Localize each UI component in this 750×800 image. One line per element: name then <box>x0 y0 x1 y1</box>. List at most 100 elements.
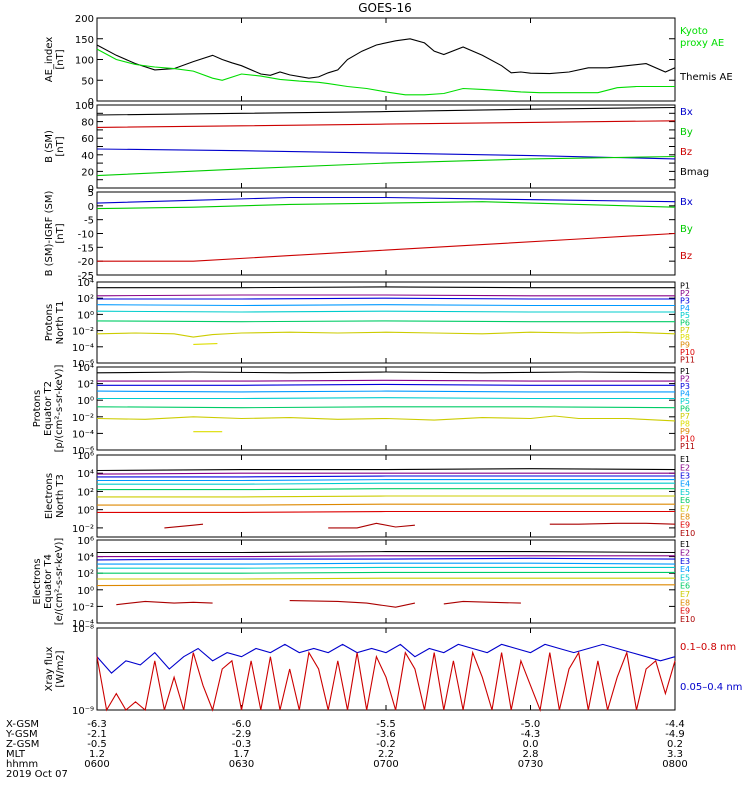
axis-row-value: 0730 <box>518 759 543 770</box>
y-tick-label: 10⁻⁸ <box>72 624 94 635</box>
time-axis: X-GSM -6.3 -6.0 -5.5 -5.0 -4.4 Y-GSM -2.1 -2.9 -3… <box>5 719 688 780</box>
series-line-3 <box>96 148 676 160</box>
axis-row-value: -6.3 <box>87 719 107 730</box>
y-axis-label: Protons <box>32 390 43 427</box>
series-line-9 <box>116 600 213 606</box>
series-line-8 <box>97 503 675 506</box>
y-tick-label: 0 <box>88 97 94 108</box>
y-tick-label: 40 <box>81 151 94 162</box>
legend-item: E3 <box>680 557 690 566</box>
series-line-7 <box>97 577 675 580</box>
series-line-1 <box>96 643 676 674</box>
legend-item: E7 <box>680 504 690 513</box>
y-tick-label: 10⁴ <box>77 553 94 564</box>
y-axis-label: AE_index <box>44 37 55 83</box>
axis-row-value: -0.5 <box>87 739 107 750</box>
y-tick-label: 10⁰ <box>77 310 94 321</box>
series-line-4 <box>96 304 675 307</box>
y-tick-label: 0 <box>88 184 94 195</box>
panel-4: 10⁻⁶ 10⁻⁴ 10⁻² 10⁰ 10² 10⁴ Protons North T1 P1P2… <box>44 278 695 370</box>
y-tick-label: 10⁻² <box>72 524 94 535</box>
legend-item: E10 <box>680 615 695 624</box>
series-line-1 <box>97 551 676 554</box>
y-tick-label: 10⁻² <box>72 602 94 613</box>
y-tick-label: 10⁻² <box>72 327 94 338</box>
legend-item: Bx <box>680 107 693 118</box>
series-line-6 <box>97 571 675 574</box>
series-line-2 <box>96 48 675 96</box>
legend-item: E1 <box>680 540 690 549</box>
series-line-9 <box>97 510 675 513</box>
y-tick-label: 60 <box>81 134 94 145</box>
y-tick-label: 50 <box>81 76 94 87</box>
series-line-6 <box>97 488 675 491</box>
legend-item: P3 <box>680 296 690 305</box>
y-tick-label: -25 <box>78 271 94 282</box>
legend-item: P1 <box>680 282 690 291</box>
axis-row-label: Y-GSM <box>5 729 38 740</box>
y-axis-label: [W/m2] <box>55 650 66 687</box>
legend-item: P4 <box>680 304 690 313</box>
legend-item: E5 <box>680 488 690 497</box>
y-tick-label: 10⁻⁴ <box>72 429 94 440</box>
panel-frame <box>96 281 676 364</box>
axis-row-value: 0600 <box>84 759 109 770</box>
legend-item: P5 <box>680 311 690 320</box>
panel-2: 0 20 40 60 80 100 B (SM) [nT] Bx By Bz Bmag <box>44 101 709 195</box>
series-line-1 <box>96 371 676 374</box>
y-tick-label: 0 <box>88 202 94 213</box>
y-tick-label: -5 <box>84 216 94 227</box>
series-line-1 <box>96 106 676 116</box>
legend-item: Bz <box>680 147 692 158</box>
y-axis-label: [nT] <box>55 49 66 69</box>
y-axis-label: [nT] <box>55 223 66 243</box>
series-line-2 <box>96 120 676 128</box>
y-tick-label: 150 <box>75 35 94 46</box>
axis-row-value: -4.9 <box>665 729 685 740</box>
series-line-10 <box>289 600 416 608</box>
series-line-2 <box>96 650 676 713</box>
series-line-1 <box>96 468 676 472</box>
axis-row-value: 0.2 <box>667 739 683 750</box>
series-line-11 <box>443 600 521 605</box>
legend-item: E9 <box>680 607 690 616</box>
legend-item: E9 <box>680 521 690 530</box>
legend-item: E7 <box>680 590 690 599</box>
y-axis-label: Protons <box>44 304 55 341</box>
y-tick-label: 80 <box>81 118 94 129</box>
axis-row-value: 1.7 <box>234 749 250 760</box>
y-tick-label: -15 <box>78 243 94 254</box>
legend-item: P9 <box>680 427 690 436</box>
series-line-4 <box>97 479 675 482</box>
legend-item: E1 <box>680 455 690 464</box>
legend-item: P2 <box>680 374 690 383</box>
legend-item: E8 <box>680 513 690 522</box>
series-line-2 <box>96 472 675 475</box>
series-line-5 <box>97 566 675 569</box>
y-tick-label: 10⁰ <box>77 506 94 517</box>
y-tick-label: 10² <box>77 380 94 391</box>
legend-item: E3 <box>680 472 690 481</box>
legend-item: By <box>680 224 693 235</box>
legend-item: P5 <box>680 397 690 406</box>
series-line-7 <box>96 331 676 338</box>
series-line-2 <box>97 555 675 558</box>
legend-item: P3 <box>680 382 690 391</box>
y-tick-label: 10⁰ <box>77 586 94 597</box>
legend-item: P9 <box>680 341 690 350</box>
y-axis-label: [e/(cm²-s-sr-keV)] <box>54 538 65 626</box>
y-tick-label: 10⁶ <box>77 451 94 462</box>
y-tick-label: 10⁶ <box>77 536 94 547</box>
y-tick-label: 10⁻⁶ <box>72 446 94 457</box>
y-axis-label: B (SM) <box>44 130 55 163</box>
axis-row-value: 2.2 <box>378 749 394 760</box>
legend-item: E8 <box>680 598 690 607</box>
y-tick-label: 10² <box>77 294 94 305</box>
legend-item: P8 <box>680 420 690 429</box>
legend-item: P11 <box>680 355 695 364</box>
y-tick-label: 10⁻⁶ <box>72 359 94 370</box>
legend-item: E4 <box>680 480 690 489</box>
